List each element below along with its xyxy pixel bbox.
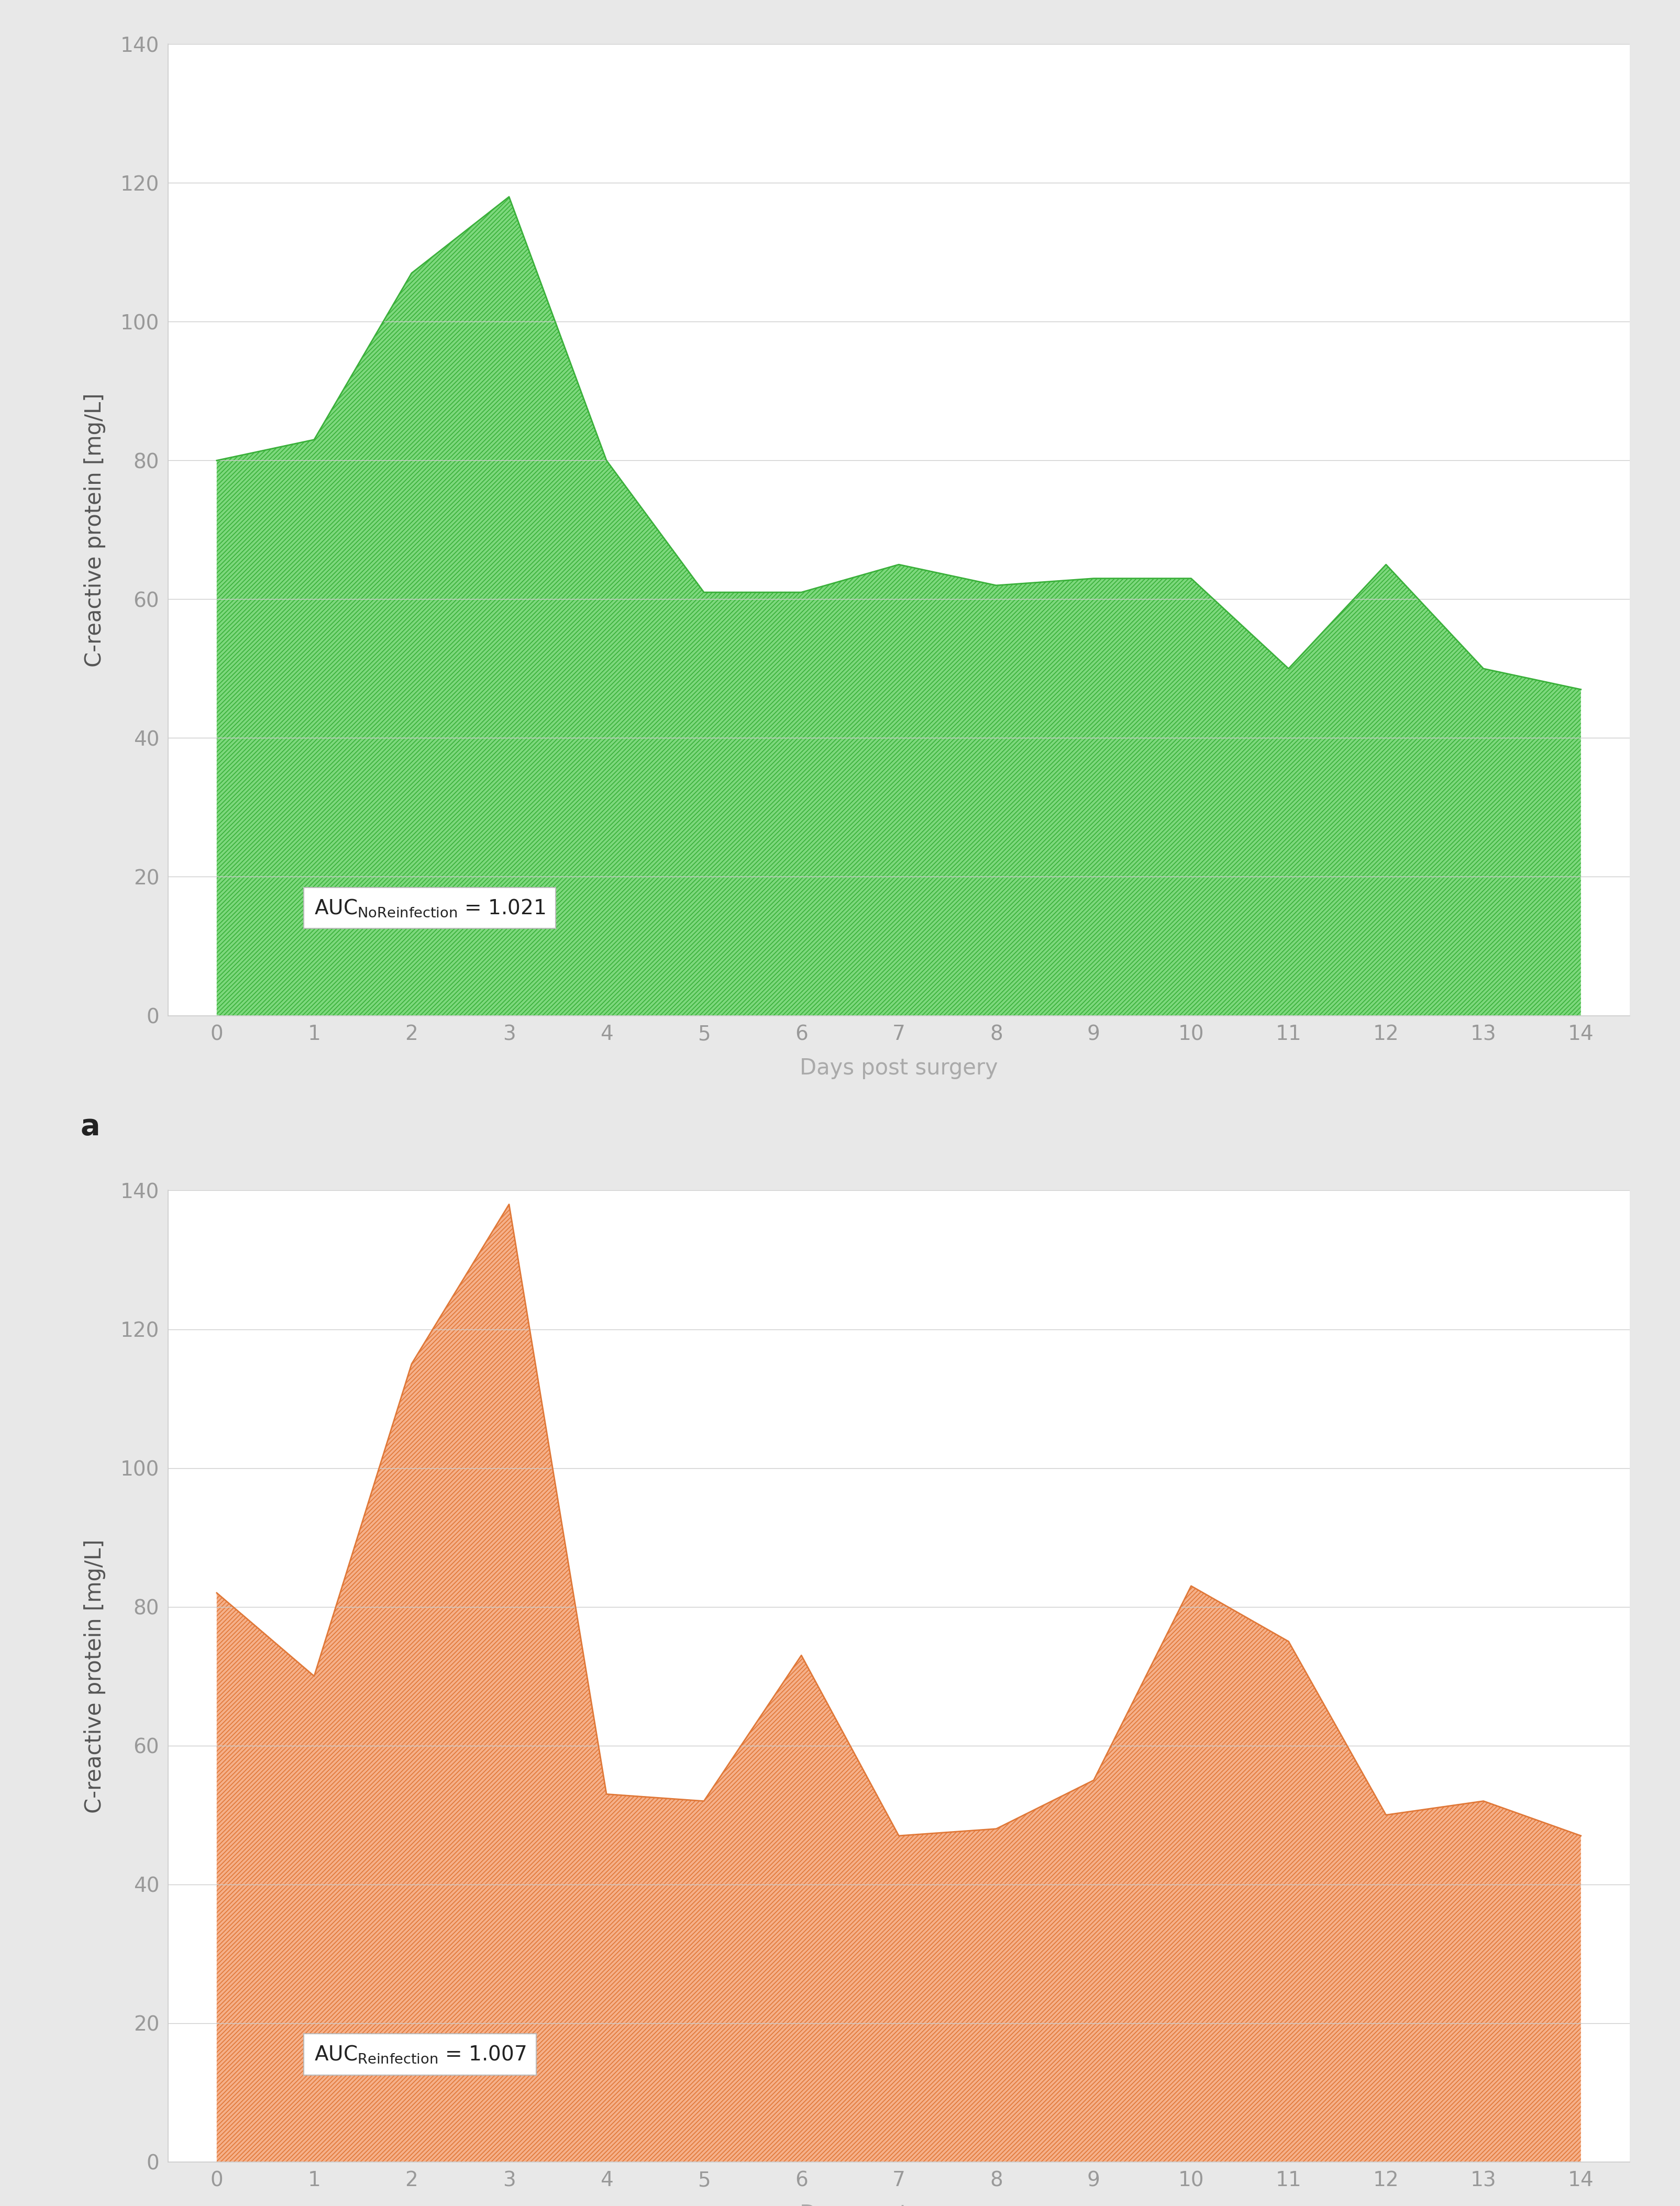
Y-axis label: C-reactive protein [mg/L]: C-reactive protein [mg/L]	[84, 393, 106, 666]
X-axis label: Days post surgery: Days post surgery	[800, 2204, 998, 2206]
Text: AUC$_{\mathrm{Reinfection}}$ = 1.007: AUC$_{\mathrm{Reinfection}}$ = 1.007	[314, 2045, 526, 2065]
Text: AUC$_{\mathrm{No Reinfection}}$ = 1.021: AUC$_{\mathrm{No Reinfection}}$ = 1.021	[314, 898, 546, 918]
Text: a: a	[81, 1112, 99, 1141]
Y-axis label: C-reactive protein [mg/L]: C-reactive protein [mg/L]	[84, 1540, 106, 1813]
X-axis label: Days post surgery: Days post surgery	[800, 1057, 998, 1079]
